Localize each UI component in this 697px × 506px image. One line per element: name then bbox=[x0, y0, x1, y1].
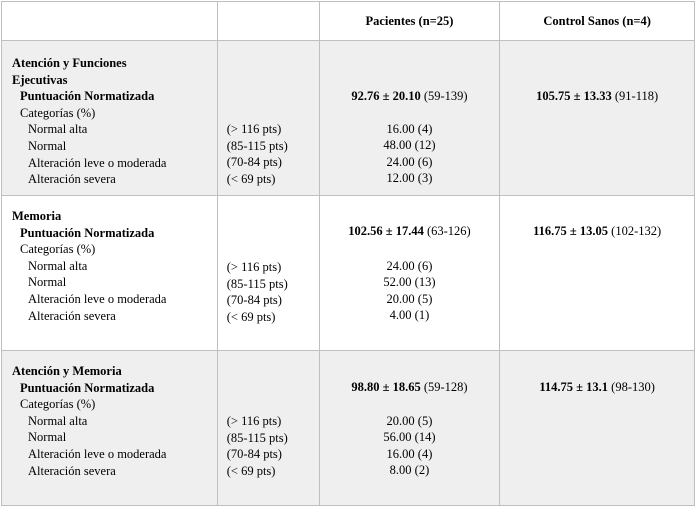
patients-value: 16.00 (4) bbox=[386, 446, 433, 461]
section-memory: Memoria Puntuación Normatizada Categoría… bbox=[1, 195, 695, 351]
range-label: (> 116 pts) bbox=[226, 122, 282, 136]
header-controls: Control Sanos (n=4) bbox=[499, 1, 695, 41]
range-label: (85-115 pts) bbox=[226, 430, 288, 445]
section-subtitle: Puntuación Normatizada bbox=[20, 380, 155, 395]
controls-score: 105.75 ± 13.33 (91-118) bbox=[536, 89, 659, 103]
category-label: Normal bbox=[28, 275, 67, 290]
category-label: Normal bbox=[28, 138, 67, 153]
section-subtitle: Puntuación Normatizada bbox=[20, 89, 155, 104]
controls-score: 114.75 ± 13.1 (98-130) bbox=[539, 380, 655, 394]
patients-value: 56.00 (14) bbox=[383, 430, 436, 445]
patients-value: 24.00 (6) bbox=[386, 258, 433, 273]
range-label: (70-84 pts) bbox=[226, 447, 282, 462]
patients-score: 92.76 ± 20.10 (59-139) bbox=[351, 89, 468, 103]
section-title-line2: Ejecutivas bbox=[12, 72, 68, 87]
range-label: (> 116 pts) bbox=[226, 260, 282, 274]
section-attention-memory: Atención y Memoria Puntuación Normatizad… bbox=[1, 350, 695, 506]
category-label: Alteración severa bbox=[28, 463, 116, 478]
patients-value: 16.00 (4) bbox=[386, 121, 433, 136]
patients-value: 24.00 (6) bbox=[386, 154, 433, 169]
patients-value: 4.00 (1) bbox=[389, 308, 430, 323]
range-label: (< 69 pts) bbox=[226, 309, 276, 324]
patients-score: 98.80 ± 18.65 (59-128) bbox=[351, 380, 468, 394]
patients-value: 48.00 (12) bbox=[383, 138, 436, 153]
section-subtitle: Puntuación Normatizada bbox=[20, 225, 155, 240]
categories-label: Categorías (%) bbox=[20, 397, 96, 412]
patients-value: 8.00 (2) bbox=[389, 463, 430, 478]
section-attention-executive: Atención y Funciones Ejecutivas Puntuaci… bbox=[1, 40, 695, 196]
category-label: Normal alta bbox=[28, 413, 88, 428]
range-label: (70-84 pts) bbox=[226, 293, 282, 308]
category-label: Alteración severa bbox=[28, 308, 116, 323]
category-label: Alteración leve o moderada bbox=[28, 446, 167, 461]
category-label: Normal alta bbox=[28, 122, 88, 137]
categories-label: Categorías (%) bbox=[20, 242, 96, 257]
patients-value: 12.00 (3) bbox=[386, 171, 433, 186]
section-title: Memoria bbox=[12, 209, 62, 223]
header-empty-cell bbox=[1, 1, 218, 41]
patients-value: 52.00 (13) bbox=[383, 275, 436, 290]
category-label: Alteración leve o moderada bbox=[28, 155, 167, 170]
patients-score: 102.56 ± 17.44 (63-126) bbox=[348, 224, 471, 238]
category-label: Normal bbox=[28, 430, 67, 445]
range-label: (85-115 pts) bbox=[226, 276, 288, 291]
range-label: (> 116 pts) bbox=[226, 414, 282, 428]
range-label: (< 69 pts) bbox=[226, 171, 276, 186]
header-patients: Pacientes (n=25) bbox=[318, 1, 501, 41]
section-title: Atención y Memoria bbox=[12, 364, 122, 378]
category-label: Alteración leve o moderada bbox=[28, 291, 167, 306]
range-label: (85-115 pts) bbox=[226, 138, 288, 153]
section-title: Atención y Funciones bbox=[12, 56, 127, 70]
controls-score: 116.75 ± 13.05 (102-132) bbox=[533, 224, 662, 238]
category-label: Normal alta bbox=[28, 258, 88, 273]
categories-label: Categorías (%) bbox=[20, 105, 96, 120]
header-range-cell bbox=[216, 1, 320, 41]
range-label: (< 69 pts) bbox=[226, 463, 276, 478]
patients-value: 20.00 (5) bbox=[386, 413, 433, 428]
category-label: Alteración severa bbox=[28, 172, 116, 187]
range-label: (70-84 pts) bbox=[226, 155, 282, 170]
header-row: Pacientes (n=25) Control Sanos (n=4) bbox=[1, 1, 695, 41]
patients-value: 20.00 (5) bbox=[386, 291, 433, 306]
